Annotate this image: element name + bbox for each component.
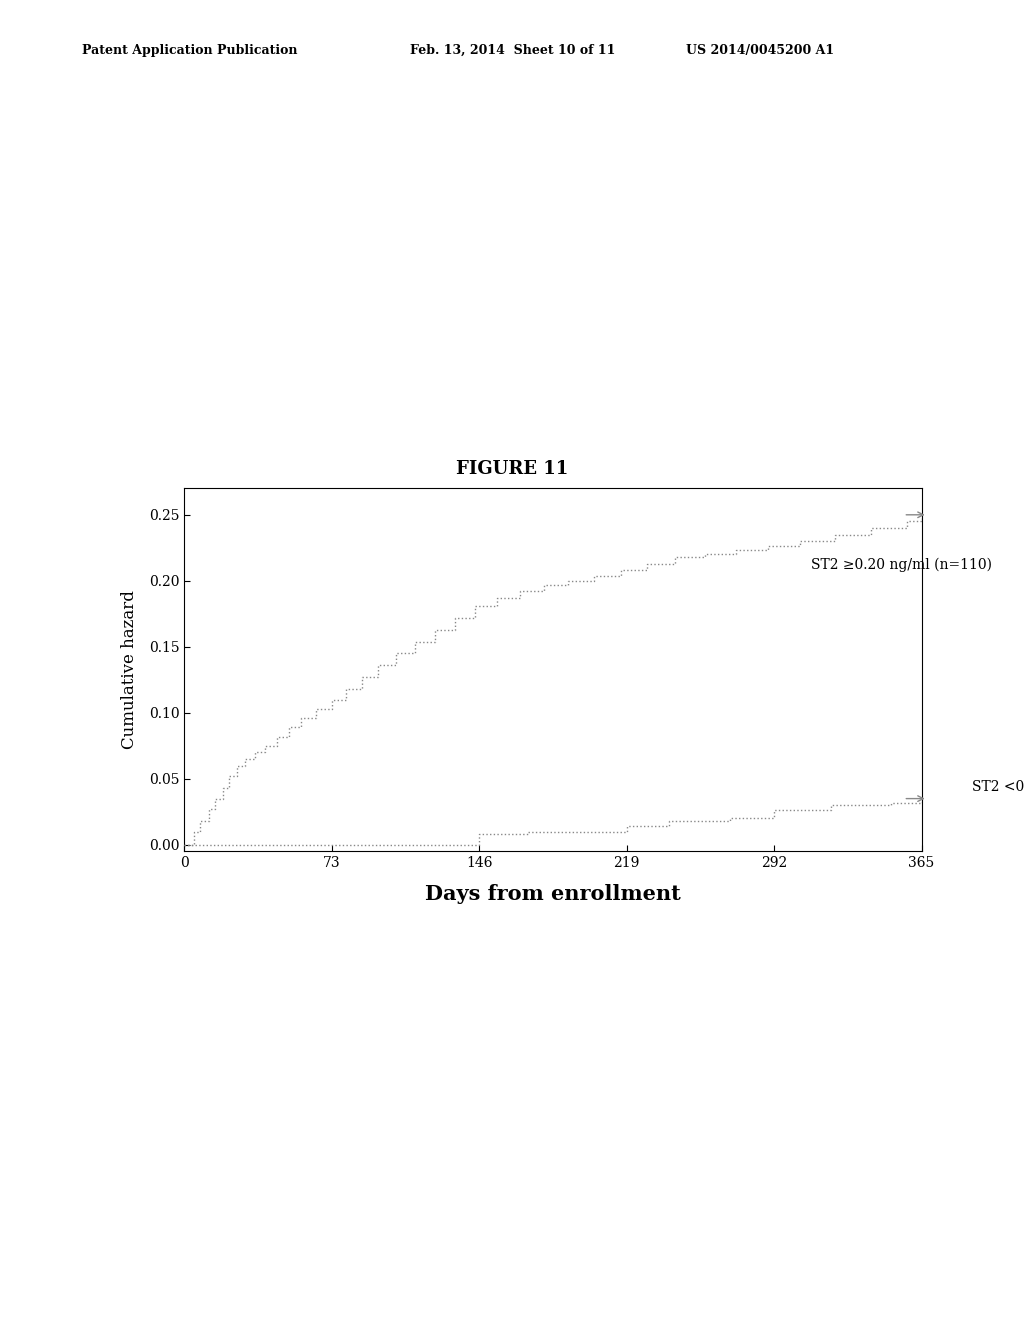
Text: ST2 ≥0.20 ng/ml (n=110): ST2 ≥0.20 ng/ml (n=110) [811,558,991,572]
Text: Patent Application Publication: Patent Application Publication [82,44,297,57]
Text: ST2 <0.20 ng/ml (n=126): ST2 <0.20 ng/ml (n=126) [972,780,1024,793]
Y-axis label: Cumulative hazard: Cumulative hazard [121,590,137,750]
Text: US 2014/0045200 A1: US 2014/0045200 A1 [686,44,835,57]
Text: Feb. 13, 2014  Sheet 10 of 11: Feb. 13, 2014 Sheet 10 of 11 [410,44,615,57]
Text: FIGURE 11: FIGURE 11 [456,459,568,478]
X-axis label: Days from enrollment: Days from enrollment [425,884,681,904]
